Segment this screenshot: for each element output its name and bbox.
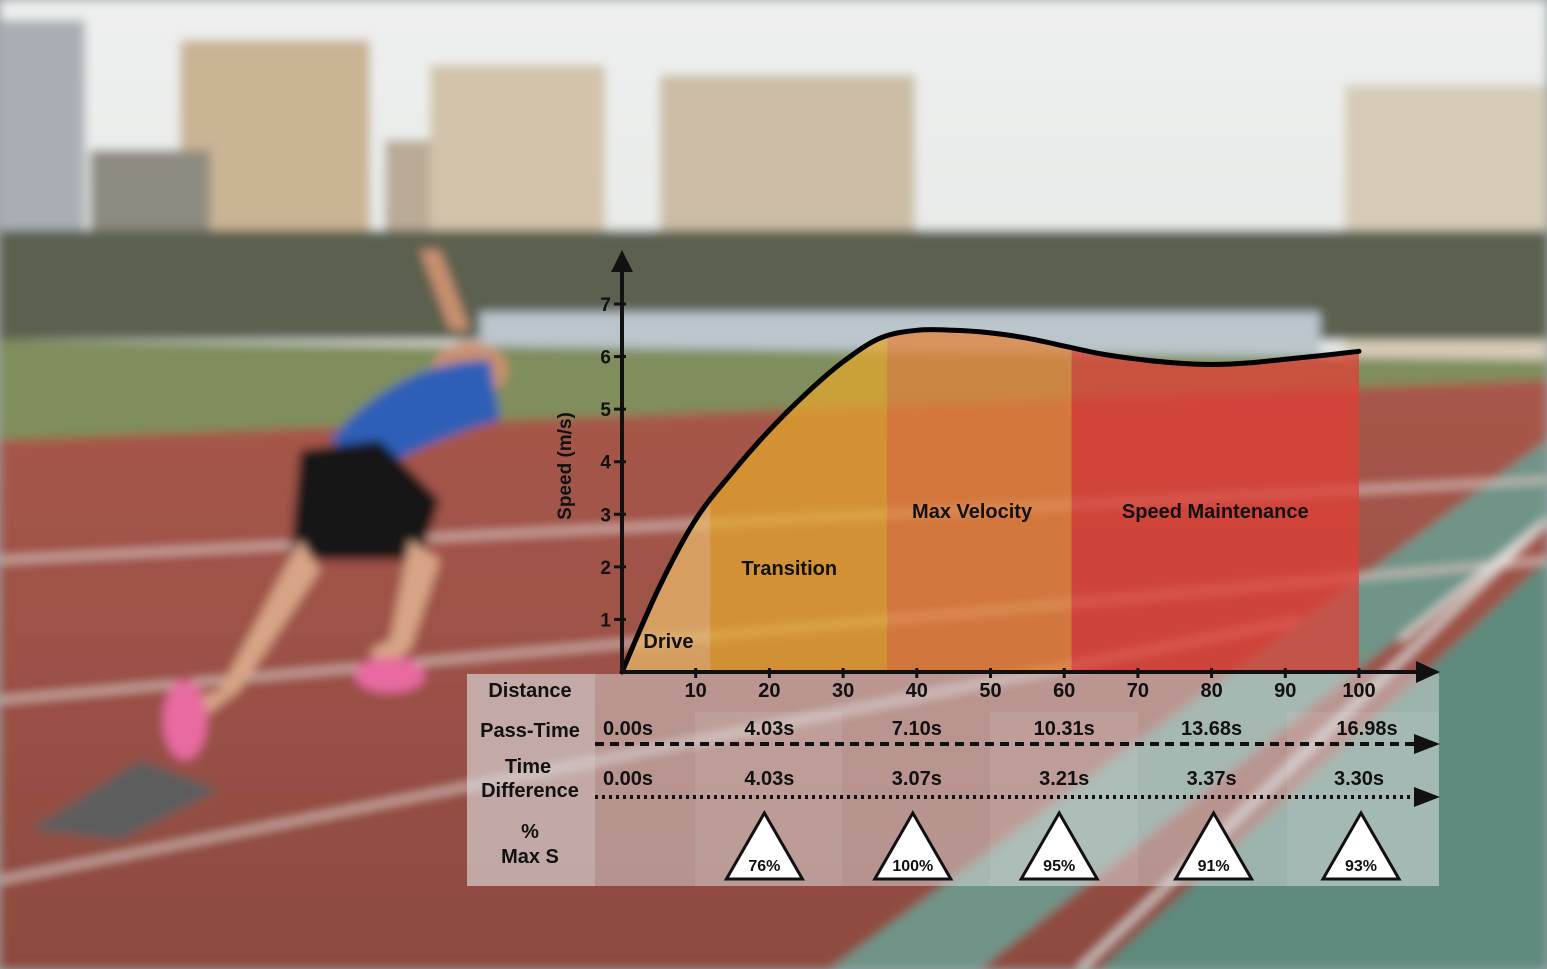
data-table-panel [467,674,1439,886]
max-speed-row-label-line1: % [521,821,539,843]
phase-band-2 [887,329,1072,672]
x-tick-label: 60 [1053,680,1075,702]
x-tick-label: 50 [979,680,1001,702]
phase-band-3 [1071,329,1359,672]
phase-label-drive: Drive [643,631,693,653]
time-difference-value: 3.07s [892,768,942,790]
split-table: 0.00s 4.03s 7.10s 10.31s 13.68s 16.98s 0.00s 4.… [595,712,1440,886]
pass-time-row-label: Pass-Time [480,720,580,742]
time-difference-value: 3.30s [1334,768,1384,790]
y-tick-label: 4 [600,453,611,474]
pass-time-value: 13.68s [1181,718,1242,740]
max-speed-percent-value: 95% [1043,858,1075,875]
max-speed-triangle-marker [872,809,954,881]
pass-time-value: 16.98s [1336,718,1397,740]
max-speed-row-label-line2: Max S [501,846,559,868]
time-difference-value: 3.37s [1187,768,1237,790]
x-tick-label: 10 [685,680,707,702]
time-difference-row-label-line1: Time [505,756,551,778]
phase-label-transition: Transition [742,558,838,580]
time-difference-value: 3.21s [1039,768,1089,790]
pass-time-value: 10.31s [1034,718,1095,740]
y-tick-label: 1 [600,610,611,631]
x-tick-label: 40 [906,680,928,702]
max-speed-percent-value: 76% [748,858,780,875]
max-speed-triangle-marker [1018,809,1100,881]
x-tick-label: 20 [758,680,780,702]
x-axis-arrow [1416,661,1440,683]
chart-axes: 1 2 3 4 5 6 7 10 20 30 40 50 60 70 80 90 100 [600,250,1440,702]
y-tick-label: 3 [600,505,611,526]
pass-time-arrow [1414,734,1440,754]
pass-time-value: 4.03s [744,718,794,740]
time-difference-value: 0.00s [603,768,653,790]
x-tick-label: 30 [832,680,854,702]
y-axis-label: Speed (m/s) [555,412,576,520]
speed-curve-line [619,327,1362,675]
pass-time-value: 7.10s [892,718,942,740]
max-speed-triangle-marker [1173,809,1255,881]
time-difference-row-label-line2: Difference [481,780,579,802]
max-speed-percent-value: 100% [892,858,933,875]
x-tick-label: 90 [1274,680,1296,702]
time-difference-value: 4.03s [744,768,794,790]
phase-label-max-velocity: Max Velocity [912,501,1033,523]
x-tick-label: 80 [1200,680,1222,702]
pass-time-value: 0.00s [603,718,653,740]
max-speed-triangle-marker [1320,809,1402,881]
lane-line [1398,518,1547,642]
distance-row-label: Distance [488,680,571,702]
max-speed-percent-value: 91% [1198,858,1230,875]
y-tick-label: 5 [600,400,611,421]
x-tick-label: 100 [1342,680,1375,702]
phase-labels: Drive Transition Max Velocity Speed Mainten… [643,501,1308,653]
max-speed-triangle-marker [723,809,805,881]
table-label-column [467,674,595,886]
sprinter-figure [30,250,508,840]
speed-curve-layer [619,327,1362,675]
max-speed-percent-value: 93% [1345,858,1377,875]
y-axis-arrow [611,250,633,272]
time-difference-arrow [1414,787,1440,807]
y-tick-label: 7 [600,295,611,316]
x-tick-label: 70 [1127,680,1149,702]
y-tick-label: 2 [600,558,611,579]
y-tick-label: 6 [600,348,611,369]
phase-label-speed-maintenance: Speed Maintenance [1122,501,1309,523]
